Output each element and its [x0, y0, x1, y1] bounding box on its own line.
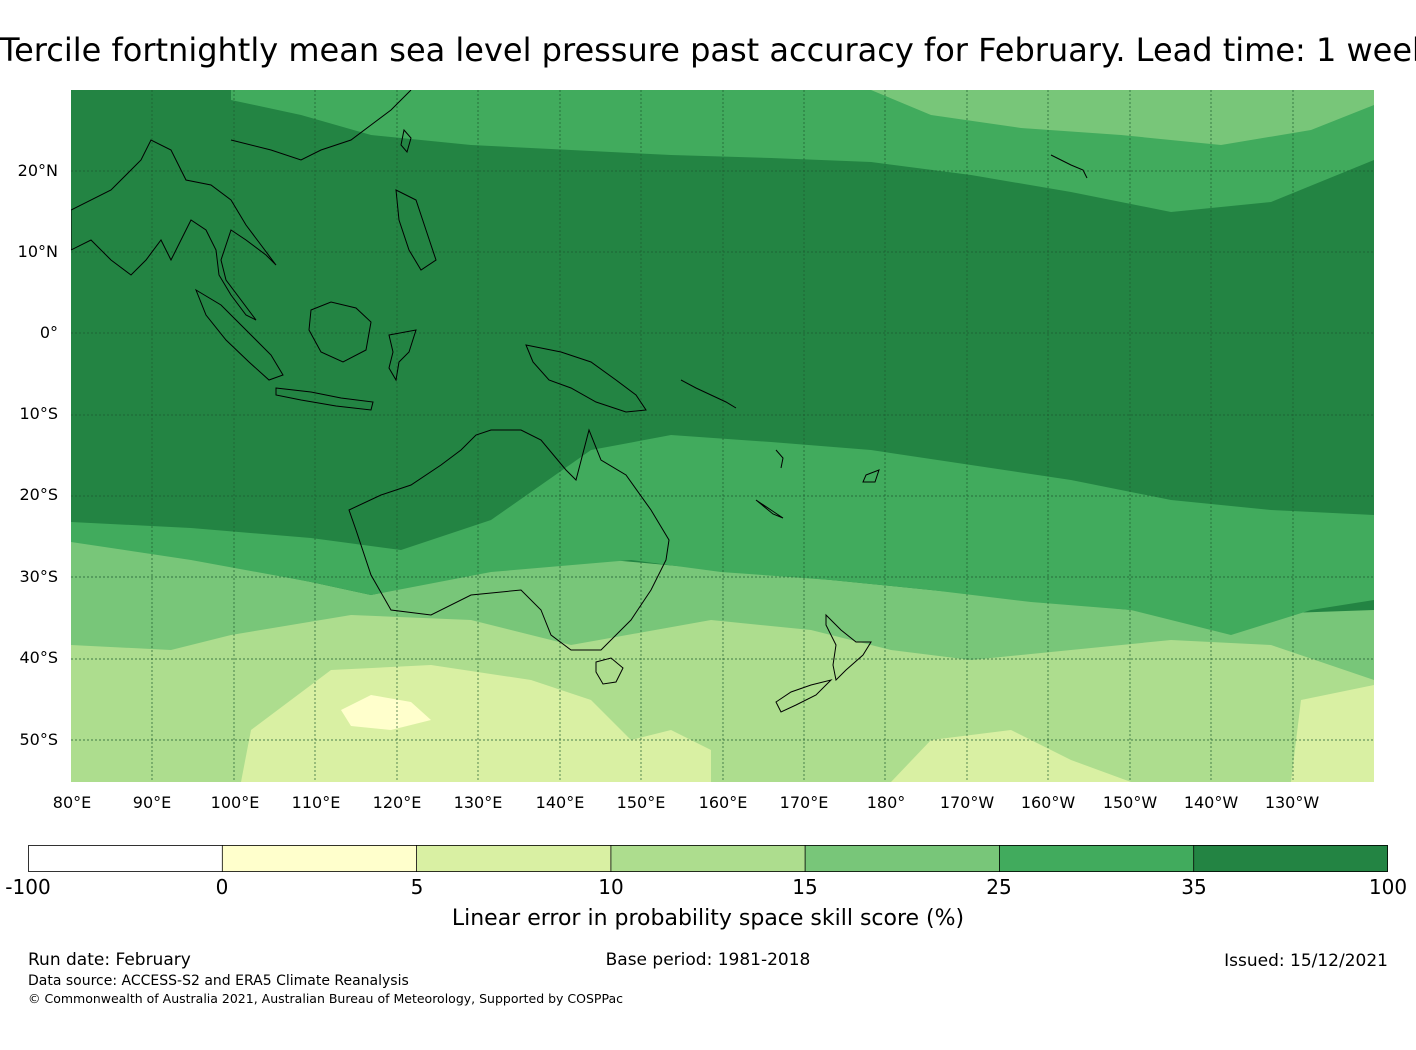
lon-label-90e: 90°E — [132, 793, 172, 812]
lon-label-160e: 160°E — [698, 793, 748, 812]
legend-tick-10: 10 — [598, 875, 624, 899]
coastline-new-zealand-north — [825, 613, 872, 682]
coastline-borneo — [308, 301, 372, 363]
legend-swatch-10-15 — [610, 845, 806, 872]
lon-label-120e: 120°E — [372, 793, 422, 812]
legend-swatch-neg100-0 — [28, 845, 223, 872]
run-date: Run date: February — [28, 950, 191, 970]
lat-label-30s: 30°S — [19, 567, 58, 586]
skill-map — [71, 90, 1374, 782]
coastline-sulawesi — [388, 329, 417, 382]
legend-swatch-35-100 — [1193, 845, 1388, 872]
lon-label-140w: 140°W — [1183, 793, 1239, 812]
band-5-10-east — [891, 730, 1131, 782]
lat-label-10s: 10°S — [19, 404, 58, 423]
legend-swatch-25-35 — [999, 845, 1194, 872]
base-period: Base period: 1981-2018 — [605, 950, 811, 970]
legend-colorbar-svg — [28, 845, 1388, 872]
legend-tick-5: 5 — [410, 875, 424, 899]
legend-swatch-15-25 — [805, 845, 1000, 872]
coastline-taiwan — [400, 128, 412, 154]
coastline-china — [230, 90, 412, 161]
lon-label-130w: 130°W — [1264, 793, 1320, 812]
legend-title: Linear error in probability space skill … — [451, 906, 965, 931]
coastline-tasmania — [595, 657, 624, 685]
lat-label-10n: 10°N — [17, 242, 58, 261]
legend-tick-100: 100 — [1368, 875, 1408, 899]
lon-label-150e: 150°E — [616, 793, 666, 812]
copyright: © Commonwealth of Australia 2021, Austra… — [28, 991, 623, 1006]
coastline-solomon-islands — [680, 379, 737, 409]
lon-label-110e: 110°E — [291, 793, 341, 812]
coastline-sumatra — [194, 288, 284, 381]
legend-tick-25: 25 — [986, 875, 1012, 899]
lon-label-170e: 170°E — [779, 793, 829, 812]
coastline-new-zealand-south — [775, 679, 833, 713]
coastline-new-caledonia — [755, 499, 784, 519]
map-title: Tercile fortnightly mean sea level press… — [0, 31, 1416, 69]
lon-label-180: 180° — [866, 793, 906, 812]
lat-label-0: 0° — [39, 323, 58, 342]
lat-label-20n: 20°N — [17, 161, 58, 180]
issued-date: Issued: 15/12/2021 — [1224, 951, 1388, 971]
lon-label-150w: 150°W — [1102, 793, 1158, 812]
lat-label-50s: 50°S — [19, 730, 58, 749]
coastline-southeast-asia — [71, 139, 277, 321]
legend-tick-0: 0 — [215, 875, 229, 899]
coastline-fiji — [862, 469, 880, 483]
data-source: Data source: ACCESS-S2 and ERA5 Climate … — [28, 973, 409, 989]
coastlines — [71, 90, 1088, 713]
legend-tick-35: 35 — [1181, 875, 1207, 899]
coastline-philippines — [395, 189, 437, 271]
coastline-new-guinea — [525, 344, 647, 413]
band-25-35-south — [71, 435, 1374, 635]
band-15-25-north — [871, 90, 1374, 145]
band-5-10 — [241, 665, 711, 782]
band-5-10-far-east — [1291, 685, 1374, 782]
lon-label-100e: 100°E — [210, 793, 260, 812]
coastline-australia — [348, 428, 670, 651]
lon-label-160w: 160°W — [1020, 793, 1076, 812]
lat-label-40s: 40°S — [19, 648, 58, 667]
band-0-5 — [341, 695, 431, 730]
lat-label-20s: 20°S — [19, 485, 58, 504]
legend-swatch-5-10 — [416, 845, 611, 872]
lon-label-170w: 170°W — [939, 793, 995, 812]
latitude-gridlines — [71, 170, 1374, 741]
coastline-java — [275, 387, 374, 411]
lon-label-130e: 130°E — [453, 793, 503, 812]
coastline-vanuatu — [775, 449, 784, 469]
lon-label-140e: 140°E — [535, 793, 585, 812]
legend-tick-15: 15 — [792, 875, 818, 899]
skill-map-svg — [71, 90, 1374, 782]
legend-tick-neg100: -100 — [5, 875, 51, 899]
coastline-hawaii — [1050, 154, 1088, 179]
longitude-gridlines — [151, 90, 1294, 782]
legend-dividers — [28, 845, 1388, 872]
legend-colorbar — [28, 845, 1388, 872]
lon-label-80e: 80°E — [52, 793, 92, 812]
legend-swatch-0-5 — [222, 845, 417, 872]
